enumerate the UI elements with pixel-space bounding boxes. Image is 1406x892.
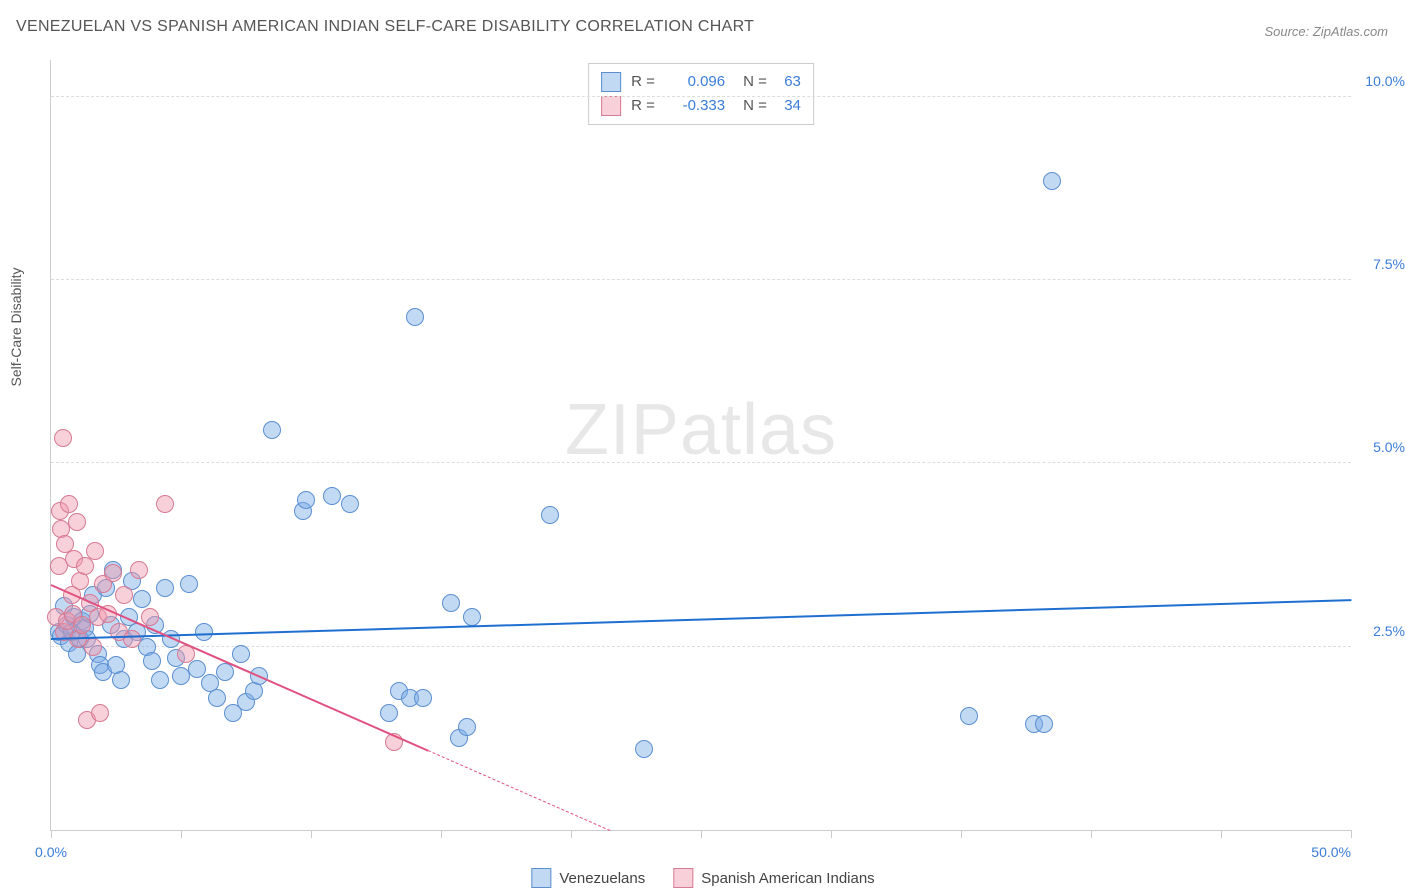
scatter-point (380, 704, 398, 722)
y-tick-label: 7.5% (1373, 256, 1405, 272)
legend-swatch (601, 72, 621, 92)
legend-swatch (531, 868, 551, 888)
n-label: N = (743, 70, 767, 94)
scatter-point (156, 495, 174, 513)
scatter-point (1043, 172, 1061, 190)
x-tick (1351, 830, 1352, 838)
scatter-point (188, 660, 206, 678)
x-tick (181, 830, 182, 838)
x-tick (1221, 830, 1222, 838)
series-legend: Venezuelans Spanish American Indians (531, 868, 874, 888)
scatter-point (130, 561, 148, 579)
x-tick-label: 50.0% (1311, 844, 1351, 860)
y-tick-label: 10.0% (1365, 73, 1405, 89)
scatter-point (104, 564, 122, 582)
scatter-point (463, 608, 481, 626)
scatter-point (91, 704, 109, 722)
scatter-point (1035, 715, 1053, 733)
scatter-point (60, 495, 78, 513)
gridline (51, 462, 1351, 463)
x-tick (701, 830, 702, 838)
n-value: 63 (777, 70, 801, 94)
x-tick (51, 830, 52, 838)
n-value: 34 (777, 94, 801, 118)
scatter-point (442, 594, 460, 612)
scatter-point (180, 575, 198, 593)
scatter-point (414, 689, 432, 707)
scatter-point (68, 513, 86, 531)
x-tick (311, 830, 312, 838)
scatter-point (195, 623, 213, 641)
legend-swatch (601, 96, 621, 116)
scatter-point (216, 663, 234, 681)
trend-line (51, 599, 1351, 640)
scatter-point (232, 645, 250, 663)
x-tick (961, 830, 962, 838)
source-attribution: Source: ZipAtlas.com (1264, 24, 1388, 39)
legend-row: R = -0.333 N = 34 (601, 94, 801, 118)
scatter-point (208, 689, 226, 707)
scatter-point (341, 495, 359, 513)
y-axis-label: Self-Care Disability (8, 267, 24, 386)
chart-title: VENEZUELAN VS SPANISH AMERICAN INDIAN SE… (16, 18, 754, 36)
scatter-point (112, 671, 130, 689)
scatter-point (123, 630, 141, 648)
scatter-point (960, 707, 978, 725)
legend-label: Spanish American Indians (701, 870, 874, 887)
r-label: R = (631, 94, 659, 118)
scatter-point (86, 542, 104, 560)
x-tick (831, 830, 832, 838)
scatter-point (115, 586, 133, 604)
gridline (51, 96, 1351, 97)
scatter-point (84, 638, 102, 656)
x-tick-label: 0.0% (35, 844, 67, 860)
correlation-legend: R = 0.096 N = 63 R = -0.333 N = 34 (588, 63, 814, 125)
scatter-plot-area: ZIPatlas R =0.096N =63R =-0.333N =34 2.5… (50, 60, 1351, 831)
scatter-point (635, 740, 653, 758)
x-tick (571, 830, 572, 838)
r-label: R = (631, 70, 659, 94)
scatter-point (541, 506, 559, 524)
legend-label: Venezuelans (559, 870, 645, 887)
scatter-point (263, 421, 281, 439)
scatter-point (151, 671, 169, 689)
scatter-point (156, 579, 174, 597)
legend-row: R = 0.096 N = 63 (601, 70, 801, 94)
x-tick (1091, 830, 1092, 838)
r-value: -0.333 (669, 94, 725, 118)
legend-item: Spanish American Indians (673, 868, 874, 888)
gridline (51, 279, 1351, 280)
n-label: N = (743, 94, 767, 118)
legend-swatch (673, 868, 693, 888)
x-tick (441, 830, 442, 838)
scatter-point (323, 487, 341, 505)
scatter-point (143, 652, 161, 670)
watermark: ZIPatlas (565, 389, 837, 471)
legend-item: Venezuelans (531, 868, 645, 888)
scatter-point (54, 429, 72, 447)
scatter-point (458, 718, 476, 736)
trend-line (428, 750, 610, 831)
scatter-point (133, 590, 151, 608)
scatter-point (297, 491, 315, 509)
y-tick-label: 2.5% (1373, 623, 1405, 639)
scatter-point (406, 308, 424, 326)
r-value: 0.096 (669, 70, 725, 94)
y-tick-label: 5.0% (1373, 439, 1405, 455)
